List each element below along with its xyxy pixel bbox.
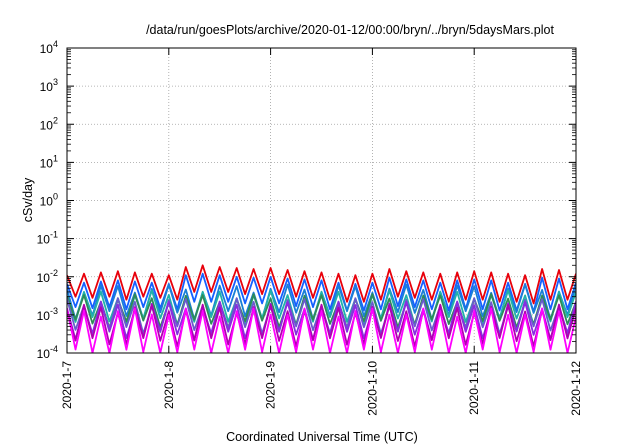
- series-line: [67, 272, 576, 313]
- x-tick-label: 2020-1-12: [569, 361, 583, 416]
- x-tick-label: 2020-1-9: [264, 361, 278, 409]
- y-tick-labels: 10-4 10-3 10-2 10-1 100 101 102 103 104: [37, 39, 58, 361]
- y-tick-label: 10-2: [37, 268, 58, 285]
- y-tick-label: 100: [40, 192, 58, 209]
- y-axis-label: cSv/day: [21, 177, 35, 222]
- y-tick-label: 101: [40, 153, 58, 170]
- y-tick-label: 10-1: [37, 230, 58, 247]
- axis-ticks: [66, 47, 577, 354]
- x-axis-label: Coordinated Universal Time (UTC): [226, 430, 418, 444]
- series-line: [67, 303, 576, 348]
- series-line: [67, 293, 576, 329]
- y-tick-label: 104: [40, 39, 58, 56]
- series-line: [67, 307, 576, 353]
- chart-title: /data/run/goesPlots/archive/2020-01-12/0…: [146, 23, 554, 37]
- y-tick-label: 10-4: [37, 344, 58, 361]
- x-tick-label: 2020-1-11: [467, 361, 481, 415]
- series-lines: [67, 264, 576, 353]
- y-tick-label: 102: [40, 115, 58, 132]
- y-tick-label: 103: [40, 77, 58, 94]
- x-tick-label: 2020-1-8: [162, 361, 176, 409]
- x-tick-label: 2020-1-7: [60, 361, 74, 409]
- x-tick-label: 2020-1-10: [365, 361, 379, 416]
- x-tick-labels: 2020-1-7 2020-1-8 2020-1-9 2020-1-10 2020-1-…: [60, 361, 583, 416]
- y-tick-label: 10-3: [37, 306, 58, 323]
- series-line: [67, 264, 576, 305]
